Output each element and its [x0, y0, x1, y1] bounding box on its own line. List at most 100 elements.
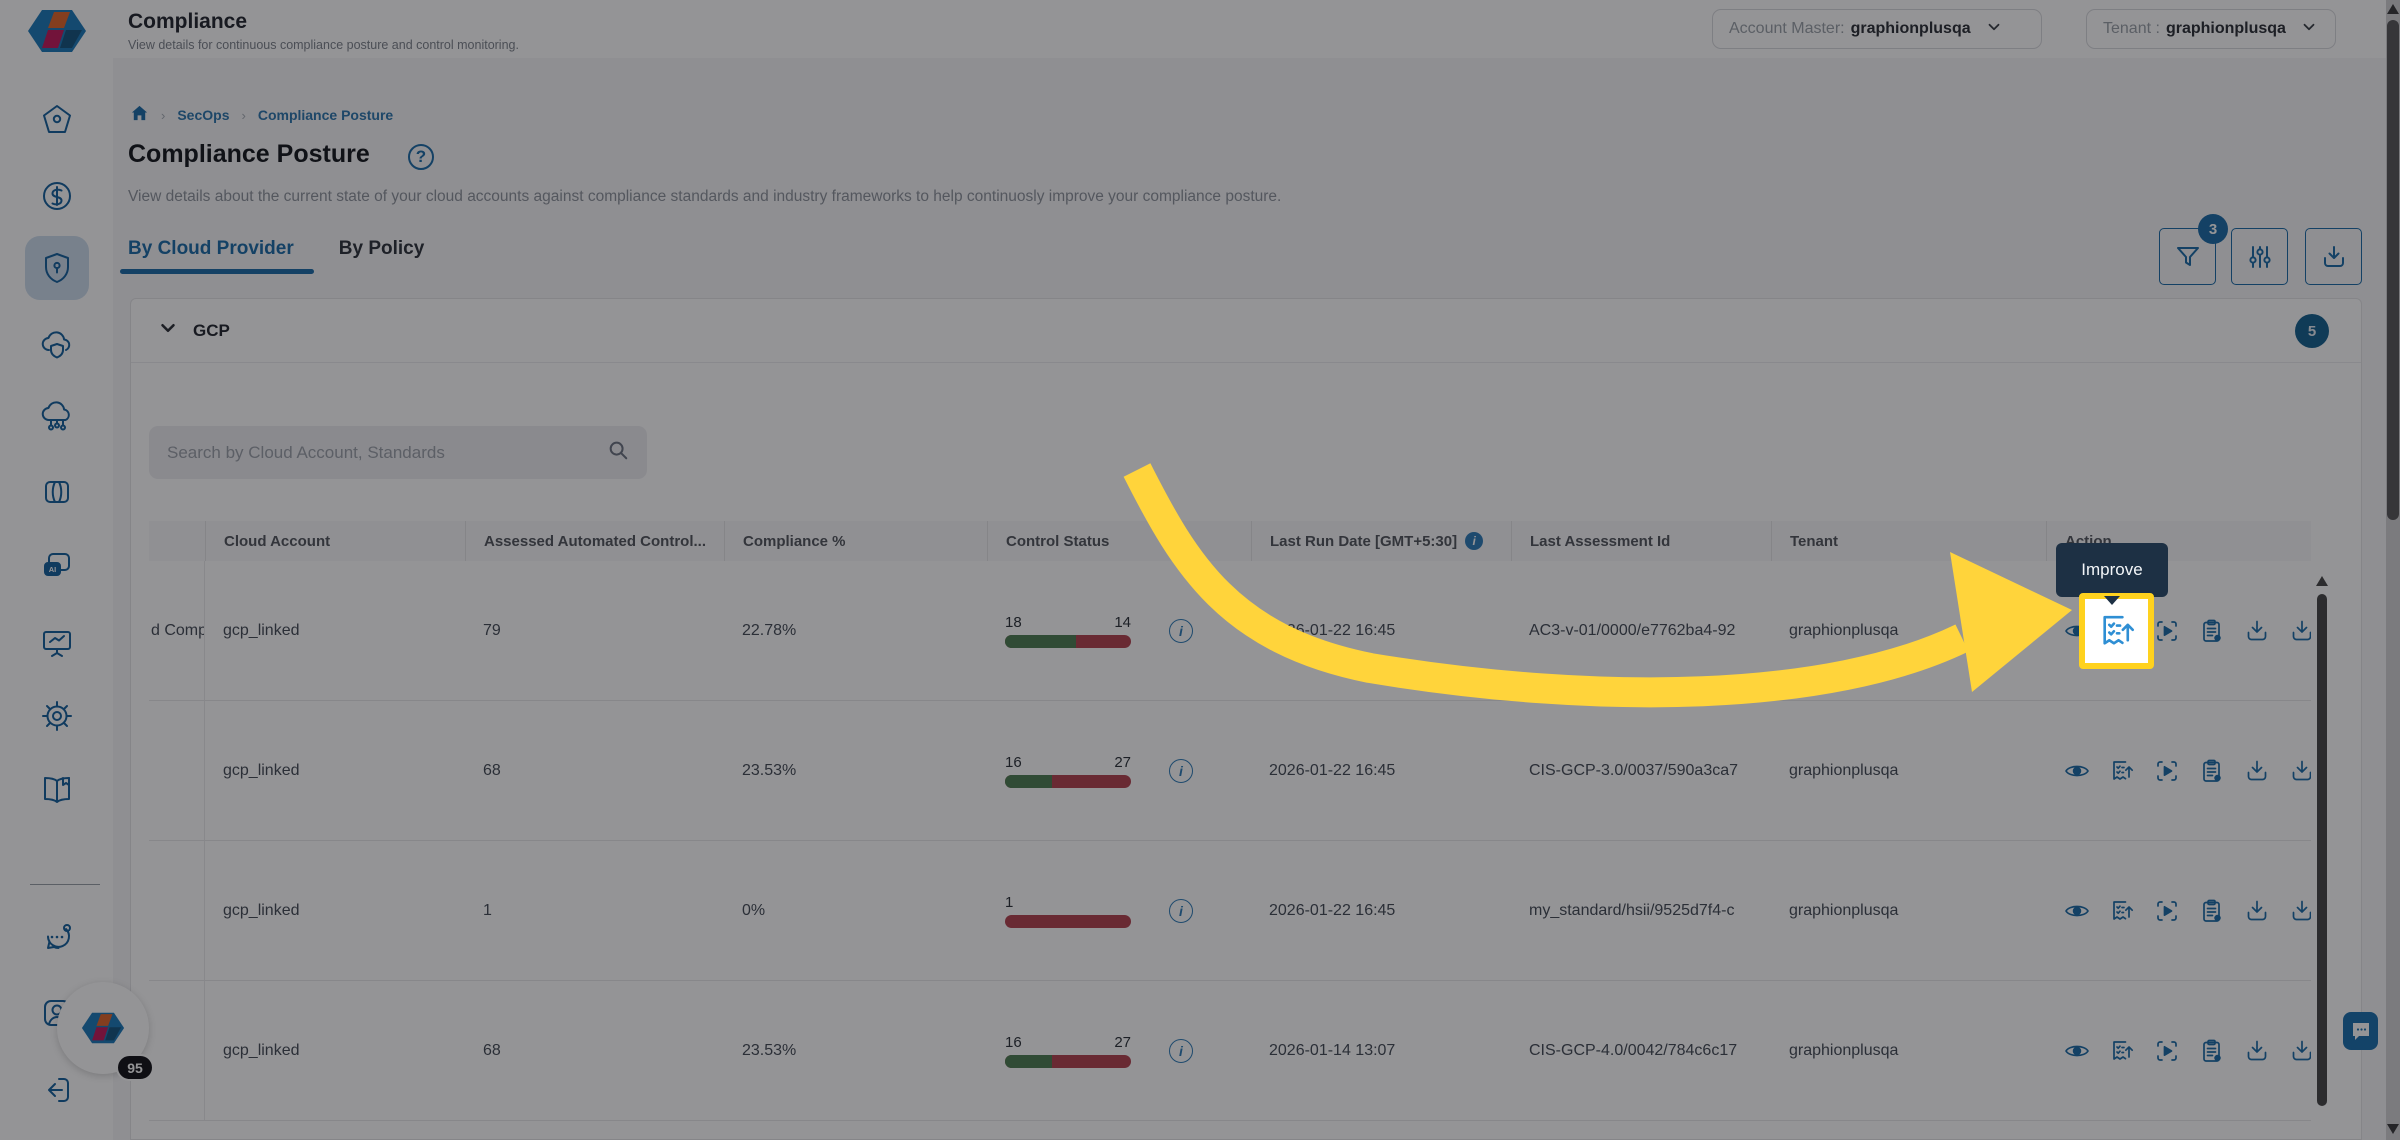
breadcrumb-current[interactable]: Compliance Posture — [257, 107, 394, 123]
highlight-box[interactable] — [2079, 593, 2154, 669]
sidebar-item-billing[interactable] — [25, 164, 89, 228]
compliance-pct-cell: 23.53% — [742, 761, 797, 779]
standard-name-fragment — [149, 981, 205, 1120]
sidebar-item-cloud-security[interactable] — [25, 312, 89, 376]
accordion-gcp[interactable]: GCP 5 — [131, 299, 2361, 363]
compliance-pct-cell: 22.78% — [742, 621, 797, 639]
assessment-id-cell: CIS-GCP-3.0/0037/590a3ca7 — [1529, 761, 1739, 779]
sidebar-item-docs[interactable] — [25, 758, 89, 822]
control-status-cell: 16 27 i — [987, 701, 1251, 840]
run-assessment-icon[interactable] — [2154, 618, 2180, 644]
column-settings-button[interactable] — [2231, 228, 2288, 285]
table-row[interactable]: gcp_linked 68 23.53% 16 27 i 2026-01-22 1… — [149, 701, 2311, 841]
tab-by-policy[interactable]: By Policy — [338, 238, 425, 259]
sidebar-item-security[interactable] — [25, 236, 89, 300]
view-icon[interactable] — [2064, 898, 2090, 924]
run-assessment-icon[interactable] — [2154, 1038, 2180, 1064]
cloud-account-cell: gcp_linked — [223, 1041, 300, 1059]
assessment-id-cell: CIS-GCP-4.0/0042/784c6c17 — [1529, 1041, 1738, 1059]
control-status-bar: 16 27 — [1005, 754, 1131, 788]
account-master-value: graphionplusqa — [1850, 20, 1971, 37]
download-report-icon[interactable] — [2289, 618, 2311, 644]
filter-count-badge: 3 — [2198, 214, 2228, 244]
chat-fab[interactable] — [2343, 1012, 2378, 1050]
assistant-fab[interactable] — [57, 982, 149, 1074]
home-icon[interactable] — [130, 104, 149, 126]
notification-count-badge: 95 — [116, 1054, 154, 1081]
passed-count: 18 — [1005, 613, 1022, 631]
download-icon[interactable] — [2244, 758, 2270, 784]
tab-by-cloud-provider[interactable]: By Cloud Provider — [120, 232, 314, 274]
col-compliance-pct: Compliance % — [724, 521, 987, 561]
table-scrollbar-up[interactable] — [2316, 576, 2328, 586]
brand-logo[interactable] — [24, 8, 90, 54]
sidebar-item-ai-assistant[interactable]: AI — [25, 534, 89, 598]
assessment-report-icon[interactable] — [2199, 1038, 2225, 1064]
view-tabs: By Cloud Provider By Policy — [120, 232, 425, 274]
assessment-report-icon[interactable] — [2199, 758, 2225, 784]
sidebar-divider — [30, 884, 100, 885]
sidebar-item-cloud-network[interactable] — [25, 386, 89, 450]
info-icon[interactable]: i — [1169, 758, 1193, 783]
sidebar-item-home[interactable] — [25, 88, 89, 152]
action-cell — [2046, 841, 2311, 980]
table-row[interactable]: gcp_linked 68 23.53% 16 27 i 2026-01-14 1… — [149, 981, 2311, 1121]
action-cell — [2046, 981, 2311, 1120]
standard-name-fragment — [149, 841, 205, 980]
assessment-report-icon[interactable] — [2199, 898, 2225, 924]
run-assessment-icon[interactable] — [2154, 898, 2180, 924]
tenant-cell: graphionplusqa — [1789, 761, 1899, 779]
page-scrollbar-down[interactable] — [2387, 1124, 2399, 1134]
table-row[interactable]: gcp_linked 1 0% 1 i 2026-01-22 16:45 my_… — [149, 841, 2311, 981]
improve-icon[interactable] — [2109, 758, 2135, 784]
account-master-dropdown[interactable]: Account Master: graphionplusqa — [1712, 9, 2042, 49]
page-title: Compliance Posture — [128, 140, 370, 168]
search-input[interactable] — [167, 442, 607, 463]
assessed-controls-cell: 68 — [483, 1041, 501, 1059]
tenant-dropdown[interactable]: Tenant : graphionplusqa — [2086, 9, 2336, 49]
sidebar-item-settings[interactable] — [25, 684, 89, 748]
download-report-icon[interactable] — [2289, 898, 2311, 924]
page-scrollbar-thumb[interactable] — [2387, 20, 2399, 520]
run-assessment-icon[interactable] — [2154, 758, 2180, 784]
filter-button[interactable] — [2159, 228, 2216, 285]
breadcrumb-separator: › — [241, 107, 246, 123]
sliders-icon — [2248, 245, 2271, 268]
download-button[interactable] — [2305, 228, 2362, 285]
page-scrollbar-up[interactable] — [2387, 4, 2399, 14]
download-report-icon[interactable] — [2289, 1038, 2311, 1064]
top-header: Compliance View details for continuous c… — [0, 0, 2400, 58]
download-icon — [2323, 245, 2344, 267]
search-icon[interactable] — [607, 439, 629, 466]
assessed-controls-cell: 79 — [483, 621, 501, 639]
compliance-pct-cell: 23.53% — [742, 1041, 797, 1059]
sidebar-item-containers[interactable] — [25, 460, 89, 524]
assessed-controls-cell: 1 — [483, 901, 492, 919]
assessment-report-icon[interactable] — [2199, 618, 2225, 644]
download-icon[interactable] — [2244, 898, 2270, 924]
sidebar-item-logout[interactable] — [25, 1058, 89, 1122]
chevron-down-icon — [1985, 18, 2003, 41]
info-icon[interactable]: i — [1169, 1038, 1193, 1063]
improve-icon[interactable] — [2109, 1038, 2135, 1064]
download-report-icon[interactable] — [2289, 758, 2311, 784]
info-icon[interactable]: i — [1169, 898, 1193, 923]
table-scrollbar[interactable] — [2317, 594, 2327, 1106]
download-icon[interactable] — [2244, 1038, 2270, 1064]
view-icon[interactable] — [2064, 1038, 2090, 1064]
improve-icon[interactable] — [2109, 898, 2135, 924]
sidebar-item-feedback[interactable] — [25, 906, 89, 970]
breadcrumb-secops[interactable]: SecOps — [177, 107, 230, 123]
assessment-id-cell: my_standard/hsii/9525d7f4-c — [1529, 901, 1735, 919]
view-icon[interactable] — [2064, 758, 2090, 784]
sidebar: AI — [0, 0, 113, 1140]
cloud-account-cell: gcp_linked — [223, 761, 300, 779]
sidebar-item-reports[interactable] — [25, 611, 89, 675]
download-icon[interactable] — [2244, 618, 2270, 644]
standard-name-fragment — [149, 701, 205, 840]
help-icon[interactable]: ? — [408, 144, 434, 170]
tenant-value: graphionplusqa — [2165, 20, 2286, 37]
passed-bar-segment — [1005, 774, 1052, 788]
assessed-controls-cell: 68 — [483, 761, 501, 779]
control-status-cell: 16 27 i — [987, 981, 1251, 1120]
